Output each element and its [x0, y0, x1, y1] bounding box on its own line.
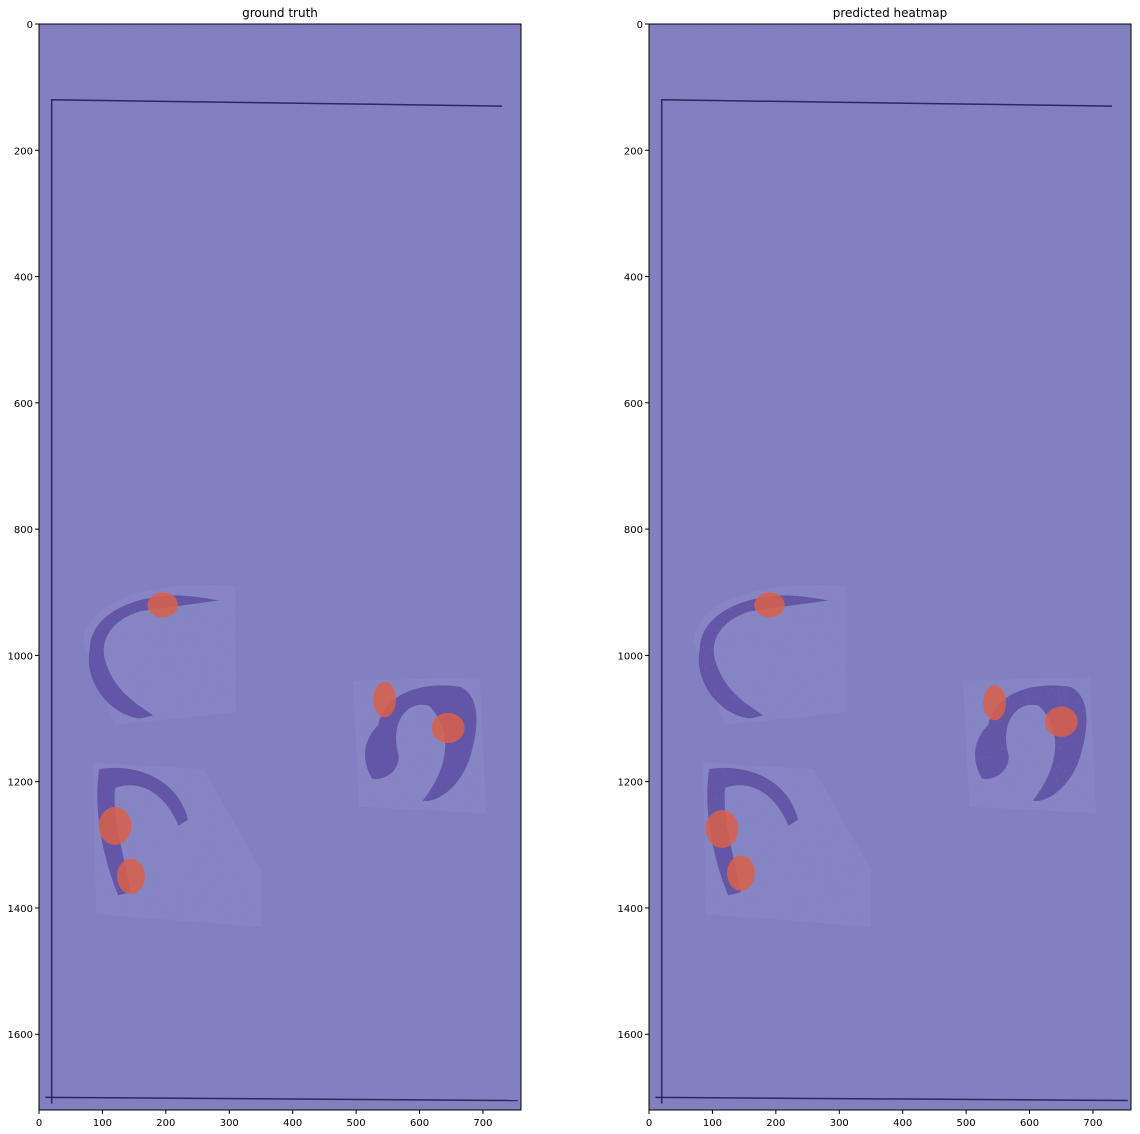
- x-tick-label: 300: [830, 1118, 849, 1129]
- y-tick-label: 1600: [618, 1030, 643, 1041]
- y-tick-label: 400: [14, 273, 33, 284]
- slide-frame: [655, 99, 1128, 1104]
- x-tick-label: 600: [1020, 1118, 1039, 1129]
- y-tick-label: 1400: [8, 904, 33, 915]
- y-tick-label: 600: [14, 399, 33, 410]
- x-tick-label: 400: [283, 1118, 302, 1129]
- panel-predicted-heatmap: predicted heatmap 0 100 200 300 400 500 600 700 0…: [618, 6, 1132, 1129]
- y-tick-label: 600: [624, 399, 643, 410]
- x-tick-label: 200: [766, 1118, 785, 1129]
- x-tick-label: 500: [347, 1118, 366, 1129]
- y-tick-label: 200: [624, 146, 643, 157]
- axes-frame: [648, 23, 1132, 1111]
- y-tick-label: 200: [14, 146, 33, 157]
- chart-title: ground truth: [242, 6, 318, 20]
- slide-texture: [39, 24, 521, 1110]
- x-tick-label: 400: [893, 1118, 912, 1129]
- y-tick-label: 1200: [8, 778, 33, 789]
- chart-title: predicted heatmap: [833, 6, 947, 20]
- x-tick-label: 700: [473, 1118, 492, 1129]
- tumor-5: [727, 855, 755, 891]
- slide-texture: [649, 24, 1131, 1110]
- section-bottom-left: [97, 767, 189, 896]
- slide-frame-edge: [660, 99, 1112, 1104]
- x-tick-label: 100: [703, 1118, 722, 1129]
- y-tick-label: 0: [27, 20, 33, 31]
- tumor-2: [373, 681, 397, 718]
- tumor-1: [147, 592, 178, 618]
- tumor-3: [1044, 706, 1078, 737]
- slide-frame-bottom-edge: [655, 1096, 1128, 1102]
- y-tick-label: 1200: [618, 778, 643, 789]
- x-tick-label: 0: [646, 1118, 652, 1129]
- y-tick-label: 1600: [8, 1030, 33, 1041]
- y-tick-label: 1400: [618, 904, 643, 915]
- tumor-3: [431, 712, 465, 744]
- slide-frame-edge: [50, 99, 502, 1104]
- x-tick-label: 200: [156, 1118, 175, 1129]
- tumor-4: [705, 810, 739, 848]
- tumor-2: [983, 685, 1007, 721]
- slide-frame-bottom-edge: [45, 1096, 518, 1102]
- x-tick-label: 500: [957, 1118, 976, 1129]
- y-tick-label: 1000: [8, 651, 33, 662]
- x-tick-label: 0: [36, 1118, 42, 1129]
- tumor-1: [754, 592, 785, 618]
- y-tick-label: 0: [637, 20, 643, 31]
- x-tick-label: 300: [220, 1118, 239, 1129]
- tumor-5: [117, 858, 145, 895]
- y-tick-label: 1000: [618, 651, 643, 662]
- slide-frame: [45, 99, 518, 1104]
- panel-ground-truth: ground truth 0 100 200 300 400 500 600 700 0 200 40…: [8, 6, 522, 1129]
- section-top-left-halo: [693, 584, 846, 725]
- section-top-left-halo: [83, 584, 236, 725]
- y-tick-label: 400: [624, 273, 643, 284]
- y-tick-label: 800: [624, 525, 643, 536]
- x-tick-label: 700: [1083, 1118, 1102, 1129]
- x-tick-label: 600: [410, 1118, 429, 1129]
- x-tick-label: 100: [93, 1118, 112, 1129]
- axes-frame: [38, 23, 522, 1111]
- y-tick-label: 800: [14, 525, 33, 536]
- tumor-4: [98, 806, 132, 845]
